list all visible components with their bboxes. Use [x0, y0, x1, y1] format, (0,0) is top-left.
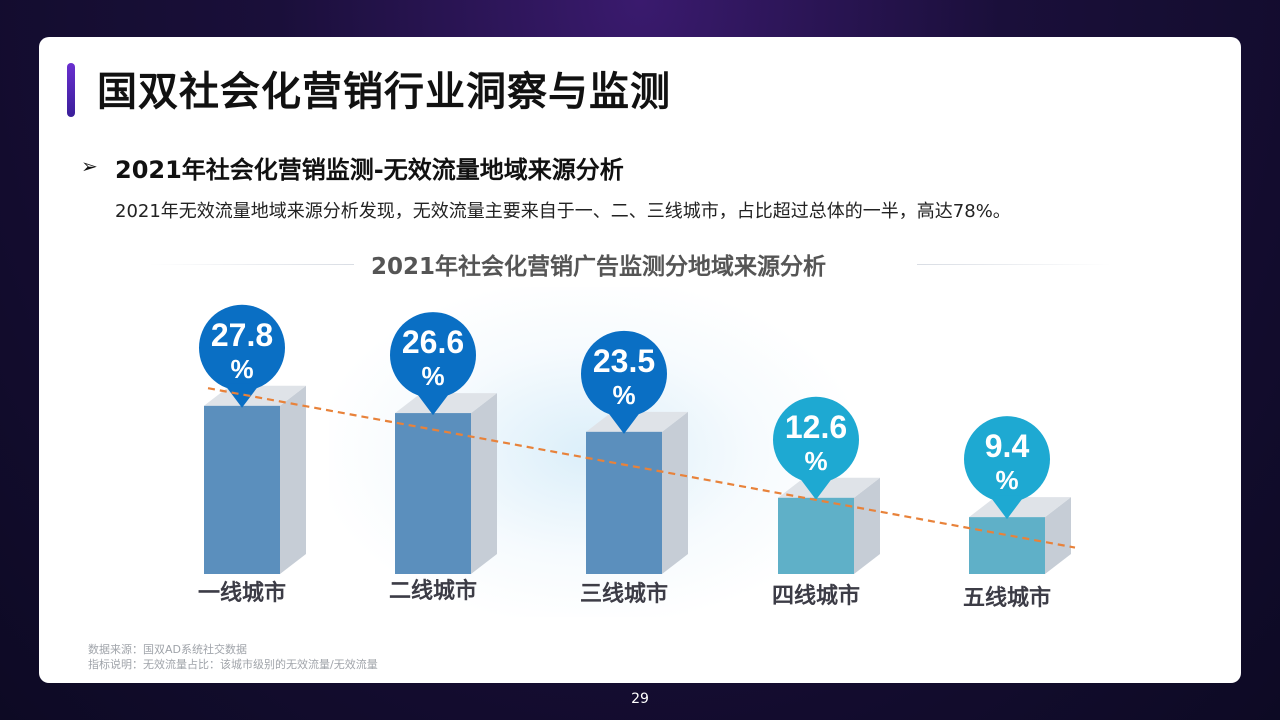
- title-accent-bar: [67, 63, 75, 117]
- bar-1: [204, 405, 280, 574]
- data-label-value-5: 9.4: [985, 428, 1030, 464]
- pin-circle-4: [773, 396, 859, 483]
- pin-tip-2: [415, 391, 451, 416]
- trend-line: [207, 387, 1076, 549]
- category-label-5: 五线城市: [963, 585, 1051, 611]
- data-label-pin-2: 26.6%: [390, 312, 476, 416]
- bar-side-4: [854, 477, 880, 574]
- section-subtitle: 2021年社会化营销监测-无效流量地域来源分析: [115, 156, 624, 184]
- arrow-right-icon: ➢: [81, 154, 98, 178]
- pin-circle-2: [390, 312, 476, 399]
- data-label-value-1: 27.8: [211, 317, 273, 353]
- data-label-unit-5: %: [995, 465, 1018, 495]
- data-label-pin-5: 9.4%: [964, 416, 1050, 520]
- chart-title-rule-right: [917, 264, 1112, 265]
- bar-side-3: [662, 411, 688, 574]
- bar-2: [395, 413, 471, 574]
- data-label-pin-3: 23.5%: [581, 330, 667, 434]
- page-number: 29: [631, 691, 649, 707]
- data-label-pin-1: 27.8%: [199, 304, 285, 408]
- data-label-value-3: 23.5: [593, 343, 655, 379]
- bar-3: [586, 431, 662, 574]
- bar-side-1: [280, 385, 306, 574]
- chart-title-rule-left: [149, 264, 354, 265]
- bar-side-2: [471, 393, 497, 574]
- pin-tip-3: [606, 409, 642, 434]
- data-label-unit-3: %: [612, 380, 635, 410]
- bar-4: [778, 497, 854, 574]
- data-label-unit-1: %: [230, 354, 253, 384]
- data-label-unit-4: %: [804, 446, 827, 476]
- footnote-source: 数据来源：国双AD系统社交数据: [88, 643, 247, 656]
- pin-tip-5: [989, 495, 1025, 520]
- pin-tip-1: [224, 383, 260, 408]
- chart-title: 2021年社会化营销广告监测分地域来源分析: [371, 254, 827, 280]
- section-description: 2021年无效流量地域来源分析发现，无效流量主要来自于一、二、三线城市，占比超过…: [115, 201, 1011, 222]
- category-label-4: 四线城市: [772, 583, 860, 609]
- page-title: 国双社会化营销行业洞察与监测: [97, 69, 671, 115]
- category-label-2: 二线城市: [389, 578, 477, 604]
- pin-circle-5: [964, 416, 1050, 503]
- bar-side-5: [1045, 497, 1071, 574]
- data-label-pin-4: 12.6%: [773, 396, 859, 500]
- bar-5: [969, 517, 1045, 574]
- pin-circle-1: [199, 304, 285, 391]
- data-label-unit-2: %: [421, 361, 444, 391]
- data-label-value-4: 12.6: [785, 409, 847, 445]
- pin-tip-4: [798, 475, 834, 500]
- category-label-1: 一线城市: [198, 580, 286, 606]
- data-label-value-2: 26.6: [402, 324, 464, 360]
- footnote-note: 指标说明：无效流量占比：该城市级别的无效流量/无效流量: [88, 658, 378, 671]
- category-label-3: 三线城市: [580, 581, 668, 607]
- pin-circle-3: [581, 330, 667, 417]
